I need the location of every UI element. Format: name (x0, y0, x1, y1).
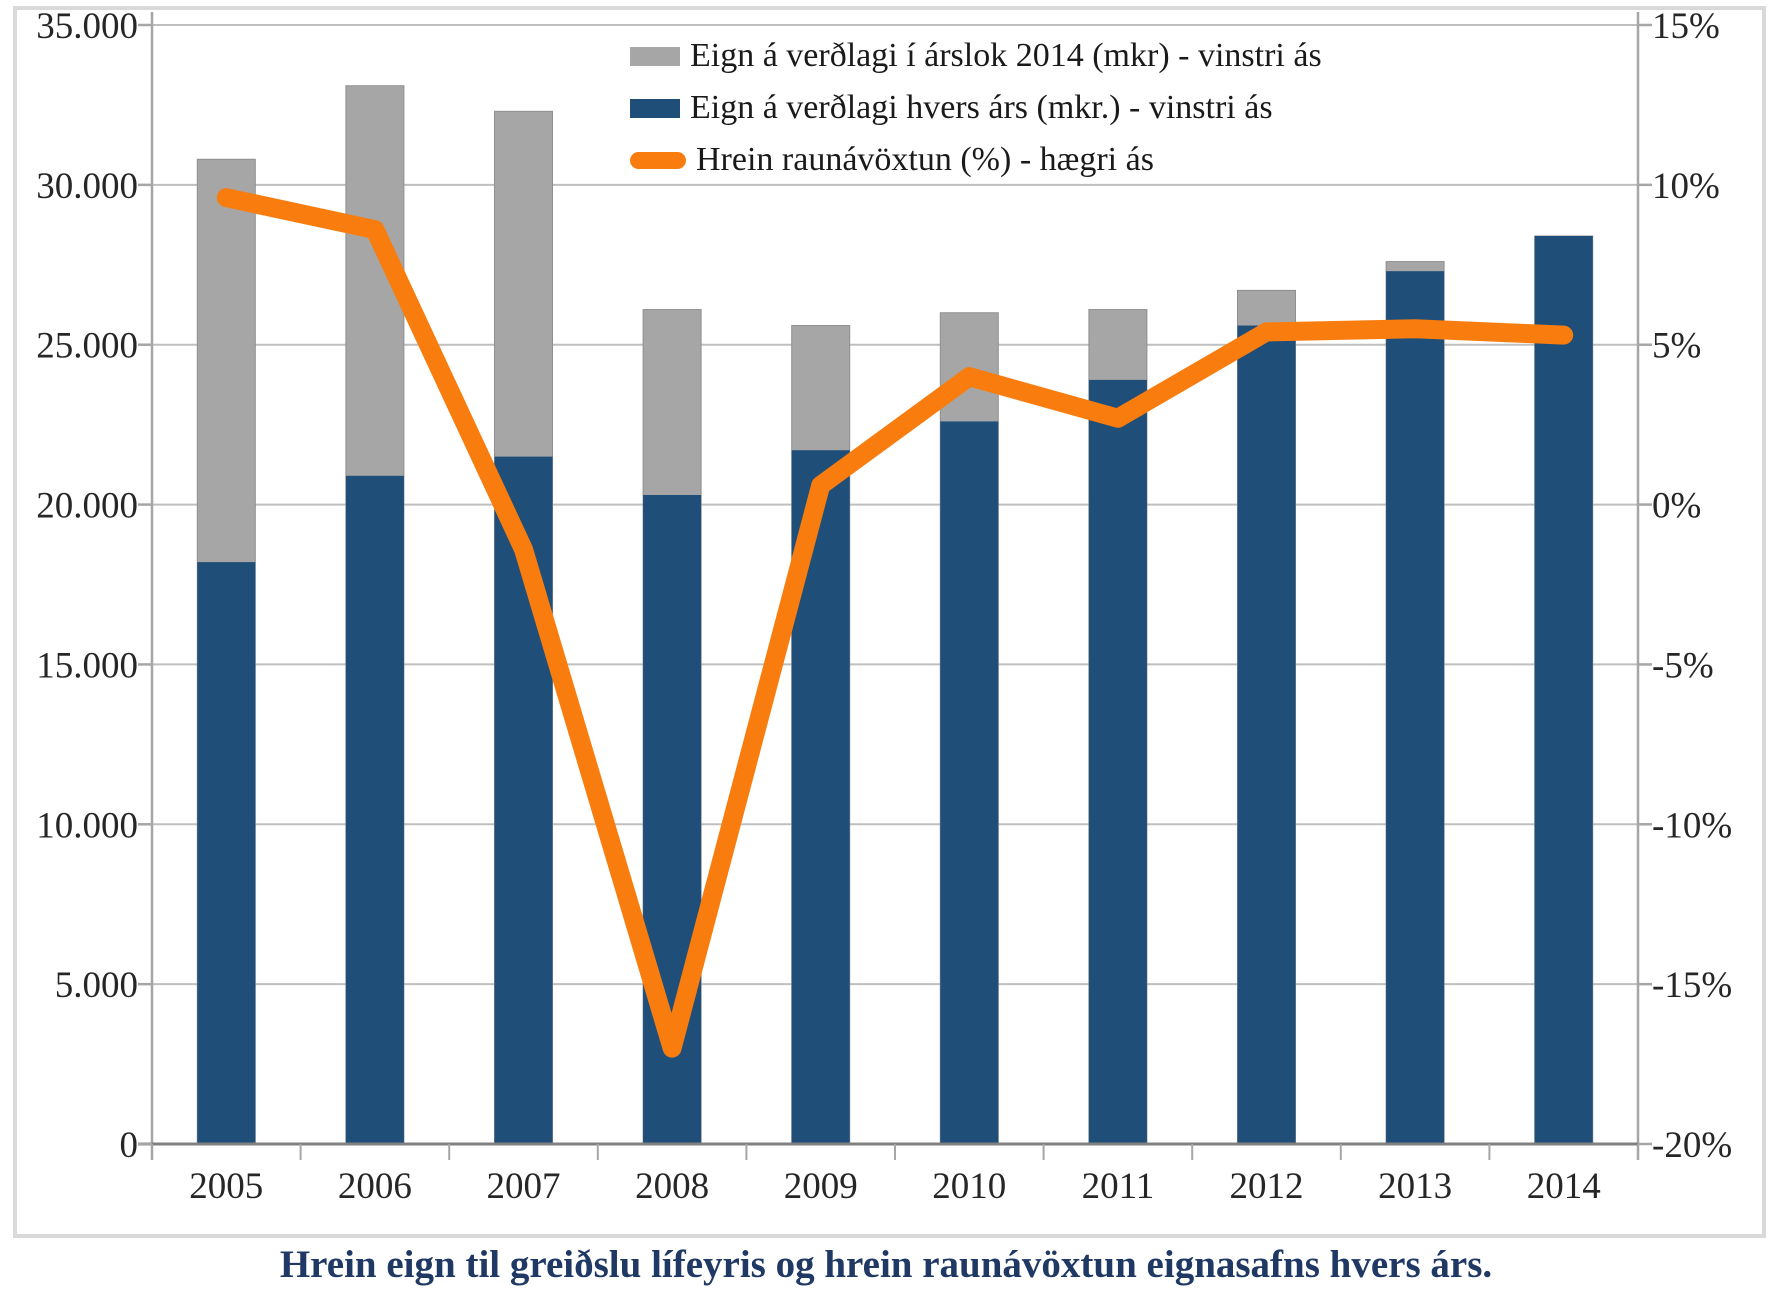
x-axis-year-label: 2005 (189, 1166, 263, 1207)
right-axis-tick-label: -10% (1652, 805, 1732, 846)
legend-label: Hrein raunávöxtun (%) - hægri ás (696, 141, 1154, 178)
chart-caption: Hrein eign til greiðslu lífeyris og hrei… (279, 1243, 1493, 1286)
x-axis-year-label: 2014 (1527, 1166, 1601, 1207)
bar-nominal-2006 (345, 475, 404, 1145)
x-axis-year-label: 2010 (932, 1166, 1006, 1207)
bar-nominal-2010 (940, 421, 999, 1145)
legend-item-real-return: Hrein raunávöxtun (%) - hægri ás (630, 134, 1322, 186)
left-axis-tick-label: 35.000 (36, 6, 138, 47)
right-axis-tick-label: -5% (1652, 645, 1714, 686)
x-axis-year-label: 2009 (784, 1166, 858, 1207)
legend-swatch-blue-bar (630, 98, 680, 118)
x-axis-year-label: 2011 (1082, 1166, 1155, 1207)
real-return-line (216, 188, 1574, 1058)
bar-nominal-2014 (1534, 236, 1593, 1145)
right-axis-tick-label: -15% (1652, 965, 1732, 1006)
left-axis-tick-label: 10.000 (36, 805, 138, 846)
x-axis-year-label: 2006 (338, 1166, 412, 1207)
right-axis-tick-label: 15% (1652, 6, 1720, 47)
bar-nominal-2011 (1088, 379, 1147, 1145)
left-axis-tick-label: 25.000 (36, 326, 138, 367)
legend-item-nominal-assets: Eign á verðlagi hvers árs (mkr.) - vinst… (630, 82, 1322, 134)
right-axis-tick-label: 5% (1652, 326, 1701, 367)
right-axis-tick-label: 10% (1652, 166, 1720, 207)
right-axis-tick-label: -20% (1652, 1125, 1732, 1166)
x-axis-year-label: 2008 (635, 1166, 709, 1207)
left-axis-tick-label: 30.000 (36, 166, 138, 207)
left-axis-tick-label: 15.000 (36, 645, 138, 686)
bar-nominal-2013 (1386, 271, 1445, 1144)
legend: Eign á verðlagi í árslok 2014 (mkr) - vi… (630, 30, 1322, 186)
legend-label: Eign á verðlagi í árslok 2014 (mkr) - vi… (690, 37, 1322, 74)
left-axis-tick-label: 20.000 (36, 486, 138, 527)
left-axis-tick-label: 5.000 (55, 965, 138, 1006)
left-axis-tick-label: 0 (120, 1125, 139, 1166)
legend-label: Eign á verðlagi hvers árs (mkr.) - vinst… (690, 89, 1273, 126)
legend-swatch-gray-bar (630, 46, 680, 66)
bar-nominal-2012 (1237, 325, 1296, 1144)
legend-swatch-orange-line (630, 151, 686, 169)
x-axis-year-label: 2012 (1230, 1166, 1304, 1207)
bar-nominal-2005 (197, 562, 256, 1144)
legend-item-revalued-assets: Eign á verðlagi í árslok 2014 (mkr) - vi… (630, 30, 1322, 82)
x-axis-year-label: 2007 (487, 1166, 561, 1207)
x-axis-year-label: 2013 (1378, 1166, 1452, 1207)
right-axis-tick-label: 0% (1652, 486, 1701, 527)
